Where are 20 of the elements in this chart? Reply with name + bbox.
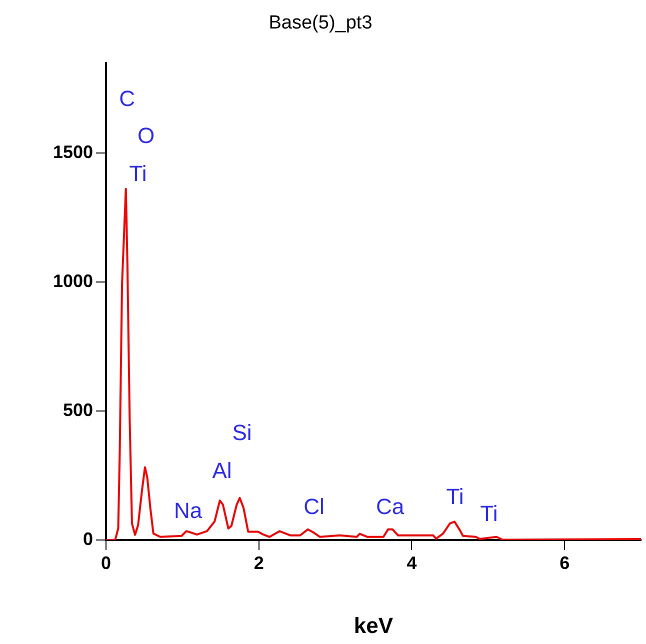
chart-title: Base(5)_pt3: [268, 12, 372, 34]
y-tick-label: 1500: [52, 142, 93, 162]
x-tick-label: 0: [100, 552, 112, 573]
annotation: Ti: [480, 501, 498, 526]
annotation: Al: [212, 458, 232, 484]
annotation: Cl: [304, 494, 324, 520]
annotation: Ti: [446, 484, 464, 510]
y-tick-label: 1000: [52, 271, 93, 292]
annotation: Si: [232, 420, 252, 446]
x-tick-label: 2: [254, 552, 264, 573]
x-tick-label: 6: [560, 552, 570, 573]
x-axis-title: keV: [354, 612, 394, 638]
annotation: C: [119, 86, 136, 112]
annotation: Na: [174, 498, 203, 524]
annotation: Ti: [129, 161, 147, 186]
y-tick-label: 500: [62, 400, 93, 420]
y-tick-label: 0: [82, 528, 93, 549]
annotation: Ca: [376, 494, 405, 520]
x-tick-label: 4: [406, 552, 417, 573]
annotation: O: [137, 123, 155, 148]
